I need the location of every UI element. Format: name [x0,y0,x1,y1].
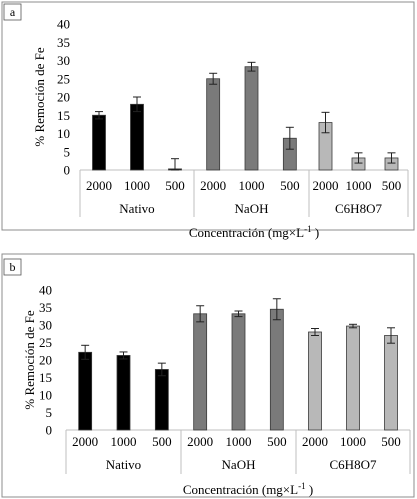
bar-nativo-2000 [92,114,106,171]
x-category-label: 2000 [302,434,328,449]
panel-frame [1,253,415,498]
x-category-label: 500 [280,178,300,193]
x-category-label: 500 [381,434,401,449]
panel-label-box [3,3,22,21]
bar-nativo-1000 [130,103,144,171]
x-category-label: 2000 [86,178,112,193]
x-axis-title-main: Concentración (mg×L [183,482,298,497]
panel-label-box [3,258,22,276]
chart-panel-a: a 0 5 10 15 20 25 30 35 40 % Remoción de Fe 2000 100… [1,1,415,240]
x-category-label: 2000 [72,434,98,449]
x-category-label: 500 [152,434,172,449]
y-tick-label: 25 [39,335,52,350]
y-axis-title: % Remoción de Fe [32,47,47,147]
x-category-label: 500 [165,178,185,193]
x-axis-title-superscript: -1 [298,481,306,491]
group-label-c6h8o7: C6H8O7 [330,457,377,472]
group-label-c6h8o7: C6H8O7 [335,201,382,216]
bar-nativo-1000 [116,355,131,431]
y-tick-label: 15 [39,370,52,385]
group-label-naoh: NaOH [222,457,256,472]
bar-naoh-500 [269,308,284,431]
x-axis-title-main: Concentración (mg×L [189,225,304,240]
x-category-label: 1000 [340,434,366,449]
panel-label: b [10,260,16,274]
group-label-nativo: Nativo [119,201,154,216]
x-category-label: 2000 [200,178,226,193]
x-category-label: 1000 [111,434,137,449]
bar-c6h8o7-500 [384,335,398,431]
y-tick-label: 20 [57,90,70,105]
y-tick-label: 40 [57,17,70,32]
bar-c6h8o7-1000 [346,325,360,431]
bar-naoh-2000 [193,313,208,431]
bar-naoh-2000 [206,78,221,171]
y-tick-label: 20 [39,353,52,368]
y-tick-label: 0 [64,163,71,178]
x-axis-title: Concentración (mg×L-1 ) [183,481,313,497]
y-tick-label: 5 [64,144,71,159]
bar-nativo-2000 [78,351,93,431]
panel-frame [1,1,415,231]
bar-naoh-1000 [244,66,259,171]
panel-label: a [10,5,16,19]
x-axis-title-tail: ) [312,225,320,240]
y-tick-label: 30 [39,318,52,333]
y-tick-label: 35 [57,35,70,50]
y-tick-label: 10 [57,126,70,141]
x-category-label: 1000 [346,178,372,193]
group-label-naoh: NaOH [235,201,269,216]
y-tick-label: 30 [57,53,70,68]
x-category-label: 500 [267,434,287,449]
x-axis-title-tail: ) [306,482,314,497]
bar-nativo-500 [154,369,169,431]
x-category-label: 2000 [187,434,213,449]
x-axis-title-superscript: -1 [304,224,312,234]
x-category-label: 1000 [226,434,252,449]
y-axis-title: % Remoción de Fe [22,310,37,410]
chart-panel-b: b 0 5 10 15 20 25 30 35 40% Remoción de Fe 2000 100… [1,253,415,498]
y-tick-label: 10 [39,388,52,403]
x-category-label: 1000 [239,178,265,193]
bar-c6h8o7-2000 [308,331,322,431]
x-axis-title: Concentración (mg×L-1 ) [189,224,319,240]
x-category-label: 500 [382,178,402,193]
y-tick-label: 25 [57,71,70,86]
y-tick-label: 15 [57,108,70,123]
x-category-label: 2000 [313,178,339,193]
x-category-label: 1000 [124,178,150,193]
bar-naoh-1000 [231,313,246,431]
y-tick-label: 40 [39,283,52,298]
y-tick-label: 5 [46,405,53,420]
y-tick-label: 0 [46,423,53,438]
group-label-nativo: Nativo [106,457,141,472]
y-tick-label: 35 [39,300,52,315]
